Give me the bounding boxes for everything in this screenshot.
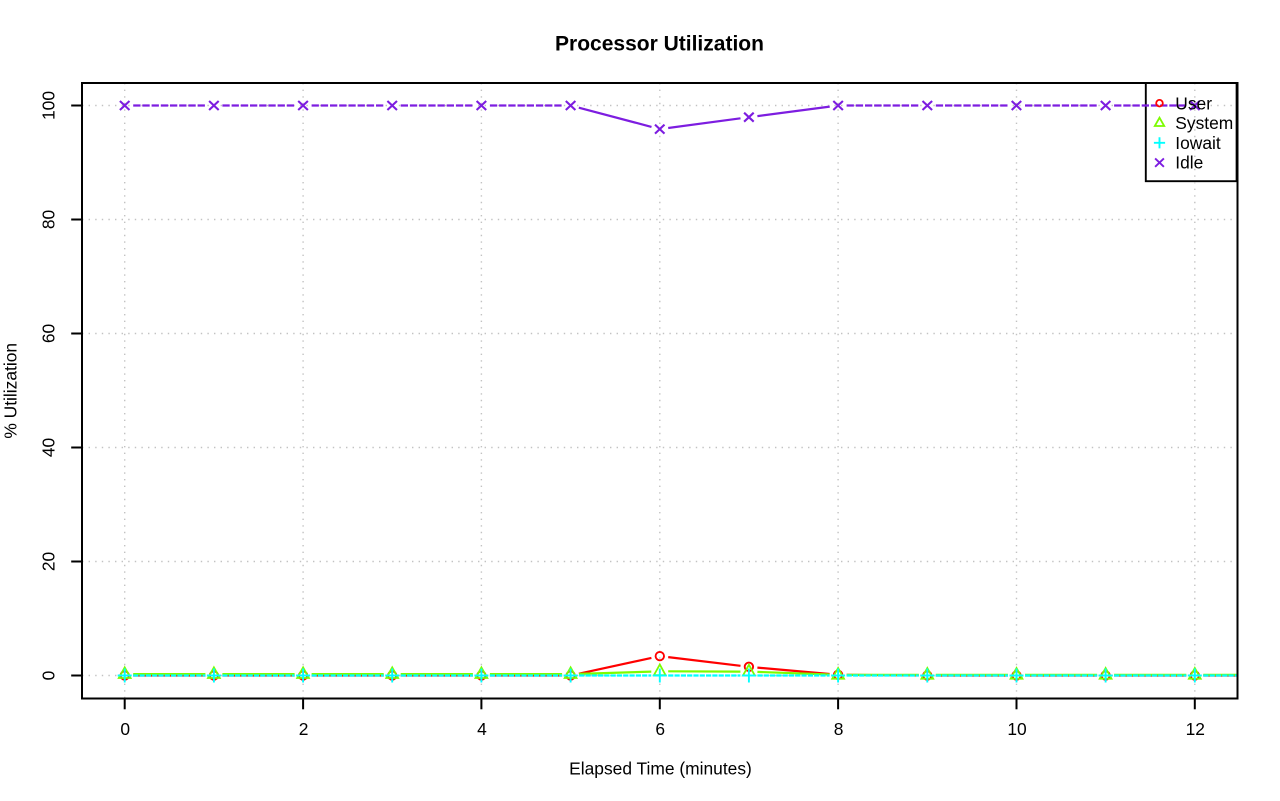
svg-text:6: 6 bbox=[655, 719, 665, 739]
svg-text:20: 20 bbox=[39, 552, 59, 571]
svg-text:12: 12 bbox=[1186, 719, 1205, 739]
svg-text:0: 0 bbox=[39, 671, 59, 681]
svg-text:4: 4 bbox=[477, 719, 487, 739]
svg-text:10: 10 bbox=[1007, 719, 1026, 739]
svg-text:8: 8 bbox=[834, 719, 844, 739]
svg-text:Idle: Idle bbox=[1175, 153, 1203, 173]
svg-text:Iowait: Iowait bbox=[1175, 133, 1221, 153]
svg-text:0: 0 bbox=[120, 719, 130, 739]
svg-text:User: User bbox=[1175, 93, 1212, 113]
svg-text:% Utilization: % Utilization bbox=[1, 343, 21, 439]
svg-text:2: 2 bbox=[299, 719, 309, 739]
svg-text:Processor Utilization: Processor Utilization bbox=[555, 33, 764, 56]
svg-text:40: 40 bbox=[39, 438, 59, 457]
svg-text:60: 60 bbox=[39, 324, 59, 343]
svg-text:Elapsed Time (minutes): Elapsed Time (minutes) bbox=[569, 759, 752, 779]
svg-text:System: System bbox=[1175, 113, 1233, 133]
svg-text:100: 100 bbox=[39, 91, 59, 120]
svg-text:80: 80 bbox=[39, 210, 59, 229]
